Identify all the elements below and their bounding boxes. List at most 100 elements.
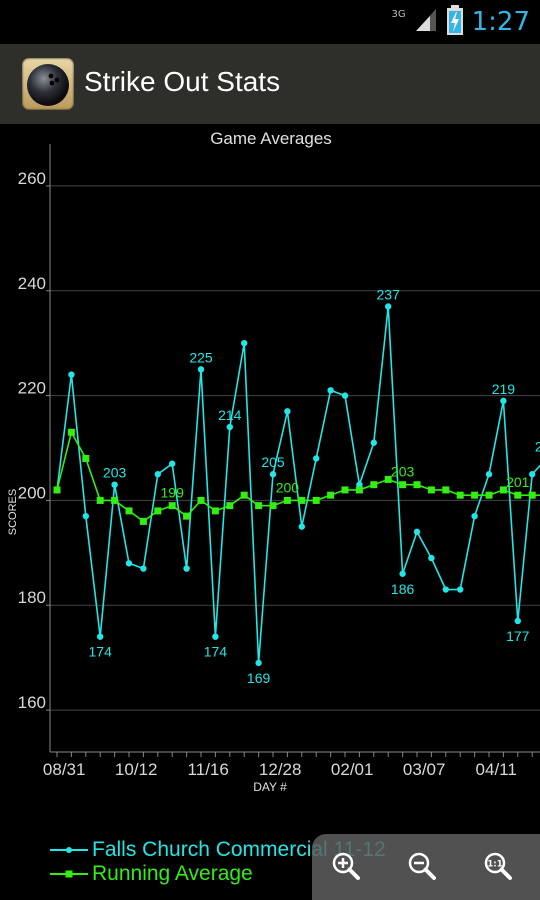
series-point <box>485 491 493 499</box>
series-point <box>355 486 363 494</box>
series-point <box>226 423 233 431</box>
series-point <box>384 475 392 483</box>
y-tick-label: 200 <box>18 483 46 502</box>
data-label: 219 <box>492 381 516 397</box>
series-point <box>457 586 464 593</box>
series-point <box>211 507 219 515</box>
data-label: 205 <box>261 454 285 470</box>
series-point <box>370 439 377 446</box>
series-point <box>471 491 479 499</box>
y-tick-label: 220 <box>18 379 46 398</box>
series-point <box>97 633 104 640</box>
series-point <box>413 481 421 489</box>
status-bar: 3G 1:27 <box>0 0 540 44</box>
x-tick-label: 04/11 <box>476 760 517 779</box>
svg-text:1:1: 1:1 <box>487 860 502 870</box>
series-point <box>183 512 191 520</box>
series-point <box>313 455 320 462</box>
series-point <box>111 481 118 488</box>
series-point <box>514 617 521 625</box>
zoom-controls: 1:1 <box>312 834 540 900</box>
series <box>53 303 540 667</box>
series-point <box>298 523 305 530</box>
series-point <box>226 502 234 510</box>
series-point <box>413 528 421 536</box>
legend-swatch-cyan <box>50 847 88 853</box>
series-point <box>53 486 61 494</box>
y-tick-label: 160 <box>18 693 46 712</box>
series-point <box>168 502 176 510</box>
series-point <box>428 554 435 562</box>
clock-time: 1:27 <box>471 7 530 37</box>
series-point <box>241 339 248 347</box>
legend-swatch-green <box>50 870 88 878</box>
x-tick-label: 11/16 <box>188 760 229 779</box>
series-point <box>341 392 349 399</box>
y-tick-label: 180 <box>18 588 46 607</box>
action-bar: Strike Out Stats <box>0 44 540 124</box>
series-point <box>471 512 478 520</box>
game-averages-chart[interactable]: Game Averages SCORES DAY # 160 180 200 220 2… <box>0 124 540 834</box>
series-point <box>312 496 320 504</box>
axes: 160 180 200 220 240 260 08/31 10/12 11/16 12/28 02… <box>18 144 540 779</box>
zoom-reset-icon[interactable]: 1:1 <box>480 848 516 884</box>
series-point <box>529 471 536 478</box>
series-point <box>140 565 147 572</box>
series-point <box>485 471 493 478</box>
data-label: 200 <box>276 479 300 495</box>
series-point <box>269 502 277 510</box>
x-tick-label: 12/28 <box>259 760 302 779</box>
series-point <box>442 586 449 593</box>
series-point <box>154 471 161 478</box>
data-labels: 174 203 225 174 214 169 205 237 186 219 177 208 199 2… <box>89 286 540 685</box>
grid <box>50 185 540 711</box>
series-point <box>169 460 176 467</box>
series-point <box>96 496 104 504</box>
series-point <box>183 565 190 572</box>
series-point <box>456 491 464 499</box>
x-tick-label: 10/12 <box>115 760 158 779</box>
series-point <box>139 517 147 525</box>
app-title: Strike Out Stats <box>84 66 281 97</box>
data-label: 174 <box>89 644 113 660</box>
series-point <box>197 366 205 373</box>
series-point <box>284 408 291 415</box>
data-label: 214 <box>218 407 242 423</box>
series-point <box>82 454 90 462</box>
bowling-ball-icon[interactable] <box>22 58 74 110</box>
x-tick-label: 02/01 <box>331 760 374 779</box>
series-point <box>283 496 291 504</box>
data-label: 203 <box>103 465 127 481</box>
series-point <box>327 387 334 394</box>
signal-icon <box>414 7 438 37</box>
data-label: 208 <box>535 438 540 454</box>
zoom-out-icon[interactable] <box>404 848 440 884</box>
series-point <box>499 486 507 494</box>
y-axis-label: SCORES <box>7 489 19 535</box>
series-point <box>500 397 507 405</box>
series-point <box>269 471 277 478</box>
series-point <box>154 507 162 515</box>
series-point <box>212 633 219 640</box>
series-point <box>528 491 536 499</box>
network-type-label: 3G <box>391 8 406 20</box>
series-point <box>385 303 392 310</box>
series-point <box>68 371 75 378</box>
data-label: 177 <box>506 628 530 644</box>
series-point <box>442 486 450 494</box>
series-point <box>356 481 363 488</box>
series-point <box>67 428 75 436</box>
series-point <box>427 486 435 494</box>
series-point <box>82 512 90 520</box>
data-label: 237 <box>377 286 401 302</box>
series-point <box>327 491 335 499</box>
series-point <box>370 481 378 489</box>
series-point <box>341 486 349 494</box>
series-point <box>399 570 406 577</box>
chart-title: Game Averages <box>210 129 332 148</box>
y-tick-label: 240 <box>18 274 46 293</box>
series-point <box>298 496 306 504</box>
data-label: 169 <box>247 670 271 686</box>
zoom-in-icon[interactable] <box>328 848 364 884</box>
series-point <box>255 502 263 510</box>
